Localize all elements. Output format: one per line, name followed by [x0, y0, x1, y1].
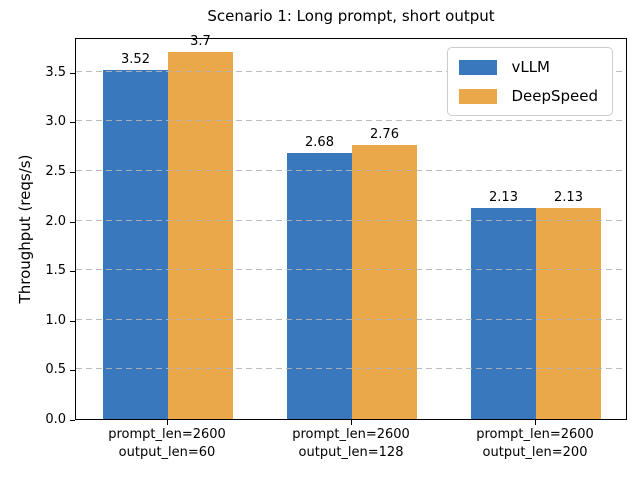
bar-deepspeed-group3: [536, 207, 601, 419]
bar-value-label: 2.13: [554, 189, 583, 205]
x-tick-label-group2: prompt_len=2600 output_len=128: [259, 426, 443, 463]
y-tick-label: 3.5: [45, 64, 66, 80]
y-tick-label: 2.0: [45, 213, 66, 229]
x-tick-label-line: prompt_len=2600: [108, 427, 226, 442]
legend-item-vllm: vLLM: [459, 58, 598, 76]
bar-vllm-group2: [287, 153, 352, 419]
x-tick-mark: [351, 420, 352, 425]
bar-vllm-group1: [103, 69, 168, 419]
y-tick-mark: [70, 171, 75, 173]
y-tick-mark: [70, 271, 75, 273]
y-tick-mark: [70, 72, 75, 74]
legend-swatch-deepspeed: [459, 88, 498, 104]
bar-value-label: 2.13: [489, 189, 518, 205]
bar-vllm-group3: [471, 207, 536, 419]
y-tick-label: 2.5: [45, 163, 66, 179]
x-tick-label-group3: prompt_len=2600 output_len=200: [443, 426, 627, 463]
chart-title: Scenario 1: Long prompt, short output: [207, 7, 495, 25]
x-tick-mark: [167, 420, 168, 425]
bar-value-label: 3.7: [190, 33, 211, 49]
legend-label: vLLM: [511, 58, 550, 76]
y-tick-label: 1.0: [45, 312, 66, 328]
x-tick-label-line: prompt_len=2600: [292, 427, 410, 442]
y-tick-label: 3.0: [45, 114, 66, 130]
y-tick-label: 1.5: [45, 263, 66, 279]
y-tick-mark: [70, 122, 75, 124]
y-tick-label: 0.0: [45, 412, 66, 427]
y-tick-label: 0.5: [45, 362, 66, 378]
x-tick-label-line: output_len=200: [482, 445, 588, 461]
x-tick-label-line: prompt_len=2600: [476, 427, 594, 442]
legend: vLLM DeepSpeed: [447, 47, 613, 116]
y-tick-mark: [70, 221, 75, 223]
x-tick-label-line: output_len=60: [118, 445, 216, 461]
x-tick-label-line: output_len=128: [298, 445, 404, 461]
bar-deepspeed-group1: [168, 51, 233, 419]
y-tick-mark: [70, 420, 75, 421]
plot-area: 3.52 2.68 2.13 3.7 2.76 2.13 vLLM DeepSpeed: [75, 34, 627, 420]
bar-value-label: 2.76: [370, 127, 399, 143]
y-tick-mark: [70, 370, 75, 372]
bar-value-label: 2.68: [305, 135, 334, 151]
legend-swatch-vllm: [459, 59, 498, 75]
bar-value-label: 3.52: [121, 51, 150, 67]
bar-deepspeed-group2: [352, 145, 417, 419]
x-tick-mark: [535, 420, 536, 425]
legend-label: DeepSpeed: [511, 87, 598, 105]
legend-item-deepspeed: DeepSpeed: [459, 87, 598, 105]
y-tick-mark: [70, 320, 75, 322]
x-tick-label-group1: prompt_len=2600 output_len=60: [75, 426, 259, 463]
